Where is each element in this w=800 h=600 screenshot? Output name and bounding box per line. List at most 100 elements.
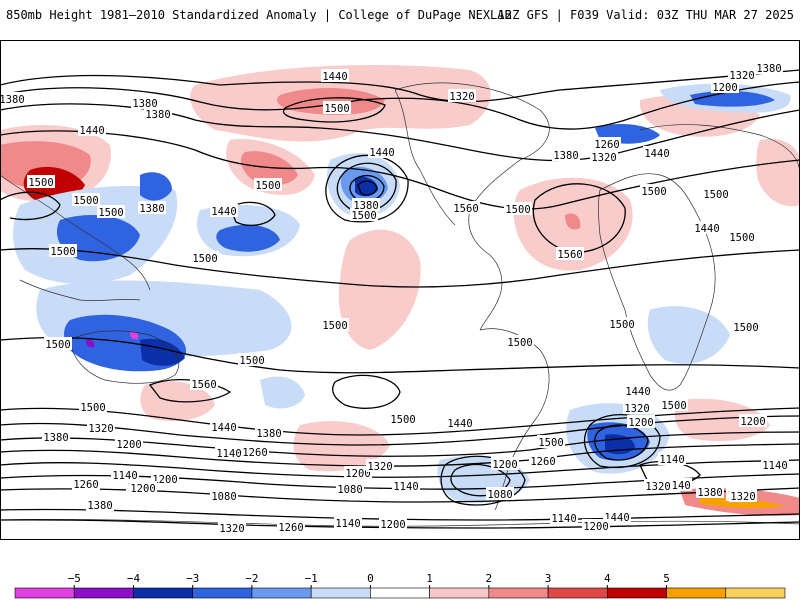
contour-label: 1380 bbox=[87, 500, 112, 512]
model-run-info: 12Z GFS | F039 Valid: 03Z THU MAR 27 202… bbox=[497, 8, 794, 22]
contour-1260-south-atlantic-low bbox=[583, 413, 661, 469]
contour-label: 1500 bbox=[192, 253, 217, 265]
colorbar-segment bbox=[251, 587, 312, 599]
colorbar-tick-label: 5 bbox=[663, 572, 670, 585]
contour-label: 1380 bbox=[553, 150, 578, 162]
contour-label: 1260 bbox=[278, 522, 303, 534]
colorbar-tick-label: −5 bbox=[68, 572, 81, 585]
contour-label: 1200 bbox=[345, 468, 370, 480]
colorbar-segment bbox=[547, 587, 608, 599]
contour-label: 1200 bbox=[152, 474, 177, 486]
coast-europe-africa bbox=[598, 173, 716, 391]
contour-label: 1140 bbox=[112, 470, 137, 482]
contour-1260-south bbox=[0, 459, 800, 478]
contour-label: 1140 bbox=[216, 448, 241, 460]
contour-1200-antarctic bbox=[0, 519, 800, 529]
contour-label: 1260 bbox=[530, 456, 555, 468]
contour-label: 1440 bbox=[369, 147, 394, 159]
contour-labels: 1440 1500 1380 1320 1380 1200 1380 1380 … bbox=[0, 61, 789, 535]
contour-label: 1500 bbox=[351, 210, 376, 222]
coastlines bbox=[0, 82, 800, 527]
contour-label: 1500 bbox=[538, 437, 563, 449]
colorbar-tick-label: −3 bbox=[186, 572, 199, 585]
contour-label: 1440 bbox=[644, 148, 669, 160]
contour-label: 1500 bbox=[661, 400, 686, 412]
contour-label: 1320 bbox=[729, 70, 754, 82]
contour-1140-antarctic bbox=[0, 508, 800, 521]
negative-anomaly-indian-ocean bbox=[85, 339, 95, 348]
contour-label: 1200 bbox=[583, 521, 608, 533]
contour-1500-gulf-low bbox=[325, 154, 409, 223]
contour-label: 1200 bbox=[492, 459, 517, 471]
colorbar-segment bbox=[133, 587, 193, 599]
contour-label: 1500 bbox=[703, 189, 728, 201]
positive-anomaly-atlantic-core bbox=[565, 213, 581, 230]
contour-1440-south bbox=[0, 415, 800, 446]
contour-label: 1440 bbox=[694, 223, 719, 235]
contour-label: 1320 bbox=[219, 523, 244, 535]
negative-anomaly-indian-southeast bbox=[260, 376, 305, 409]
contour-label: 1500 bbox=[507, 337, 532, 349]
colorbar-segment bbox=[666, 587, 727, 599]
colorbar-tick-label: −4 bbox=[127, 572, 141, 585]
contour-1380-north bbox=[0, 81, 800, 130]
contour-label: 1200 bbox=[116, 439, 141, 451]
contour-1320-arctic bbox=[0, 69, 800, 103]
colorbar-segment bbox=[607, 587, 667, 599]
contour-label: 1500 bbox=[45, 339, 70, 351]
colorbar-segment bbox=[14, 587, 75, 599]
contour-label: 1200 bbox=[712, 82, 737, 94]
contour-label: 1500 bbox=[98, 207, 123, 219]
contour-label: 1440 bbox=[447, 418, 472, 430]
contour-label: 1380 bbox=[256, 428, 281, 440]
contour-label: 1440 bbox=[322, 71, 347, 83]
colorbar-segment bbox=[725, 587, 786, 599]
map-title: 850mb Height 1981–2010 Standardized Anom… bbox=[6, 8, 512, 22]
contour-1500-south bbox=[0, 407, 800, 436]
positive-anomaly-antarctic-max bbox=[700, 497, 785, 509]
contour-1380-south bbox=[0, 431, 800, 457]
contour-label: 1560 bbox=[557, 249, 582, 261]
contour-label: 1140 bbox=[551, 513, 576, 525]
contour-1200-south-atlantic-low bbox=[594, 424, 649, 461]
colorbar-segment bbox=[488, 587, 549, 599]
contour-label: 1140 bbox=[335, 518, 360, 530]
colorbar-tick-label: 1 bbox=[426, 572, 433, 585]
contour-label: 1500 bbox=[641, 186, 666, 198]
contour-label: 1140 bbox=[659, 454, 684, 466]
contour-label: 1500 bbox=[28, 177, 53, 189]
contour-label: 1380 bbox=[697, 487, 722, 499]
positive-anomaly-south-atlantic bbox=[674, 398, 770, 442]
contour-label: 1440 bbox=[79, 125, 104, 137]
coast-australia bbox=[69, 330, 180, 384]
contour-label: 1140 bbox=[762, 460, 787, 472]
contour-1500-pacific-high bbox=[282, 97, 386, 123]
contour-1500-gulf-of-alaska-extra bbox=[229, 201, 276, 226]
contour-label: 1380 bbox=[145, 109, 170, 121]
contour-label: 1320 bbox=[624, 403, 649, 415]
contour-label: 1380 bbox=[353, 200, 378, 212]
contour-label: 1320 bbox=[645, 481, 670, 493]
positive-anomaly-east-asia bbox=[756, 138, 800, 207]
colorbar-segment bbox=[370, 587, 430, 599]
coast-north-america bbox=[394, 82, 550, 331]
colorbar-tick-label: −2 bbox=[245, 572, 258, 585]
contour-label: 1200 bbox=[628, 417, 653, 429]
contour-label: 1500 bbox=[505, 204, 530, 216]
contour-label: 1380 bbox=[139, 203, 164, 215]
coast-southeast-asia bbox=[19, 254, 151, 301]
negative-anomaly-australia-core bbox=[140, 338, 185, 366]
coast-eurasia bbox=[0, 124, 800, 256]
contour-label: 1440 bbox=[604, 512, 629, 524]
contour-label: 1500 bbox=[733, 322, 758, 334]
contour-label: 1500 bbox=[50, 246, 75, 258]
contour-label: 1500 bbox=[390, 414, 415, 426]
contour-label: 1440 bbox=[625, 386, 650, 398]
colorbar-tick-label: −1 bbox=[305, 572, 318, 585]
negative-anomaly-west-pacific-core bbox=[216, 224, 280, 252]
contour-label: 1500 bbox=[322, 320, 347, 332]
colorbar-ticks: −5 −4 −3 −2 −1 0 1 2 3 4 5 bbox=[68, 572, 670, 588]
contour-label: 1380 bbox=[43, 432, 68, 444]
contour-1440-gulf-low bbox=[336, 162, 397, 212]
contour-label: 1200 bbox=[740, 416, 765, 428]
